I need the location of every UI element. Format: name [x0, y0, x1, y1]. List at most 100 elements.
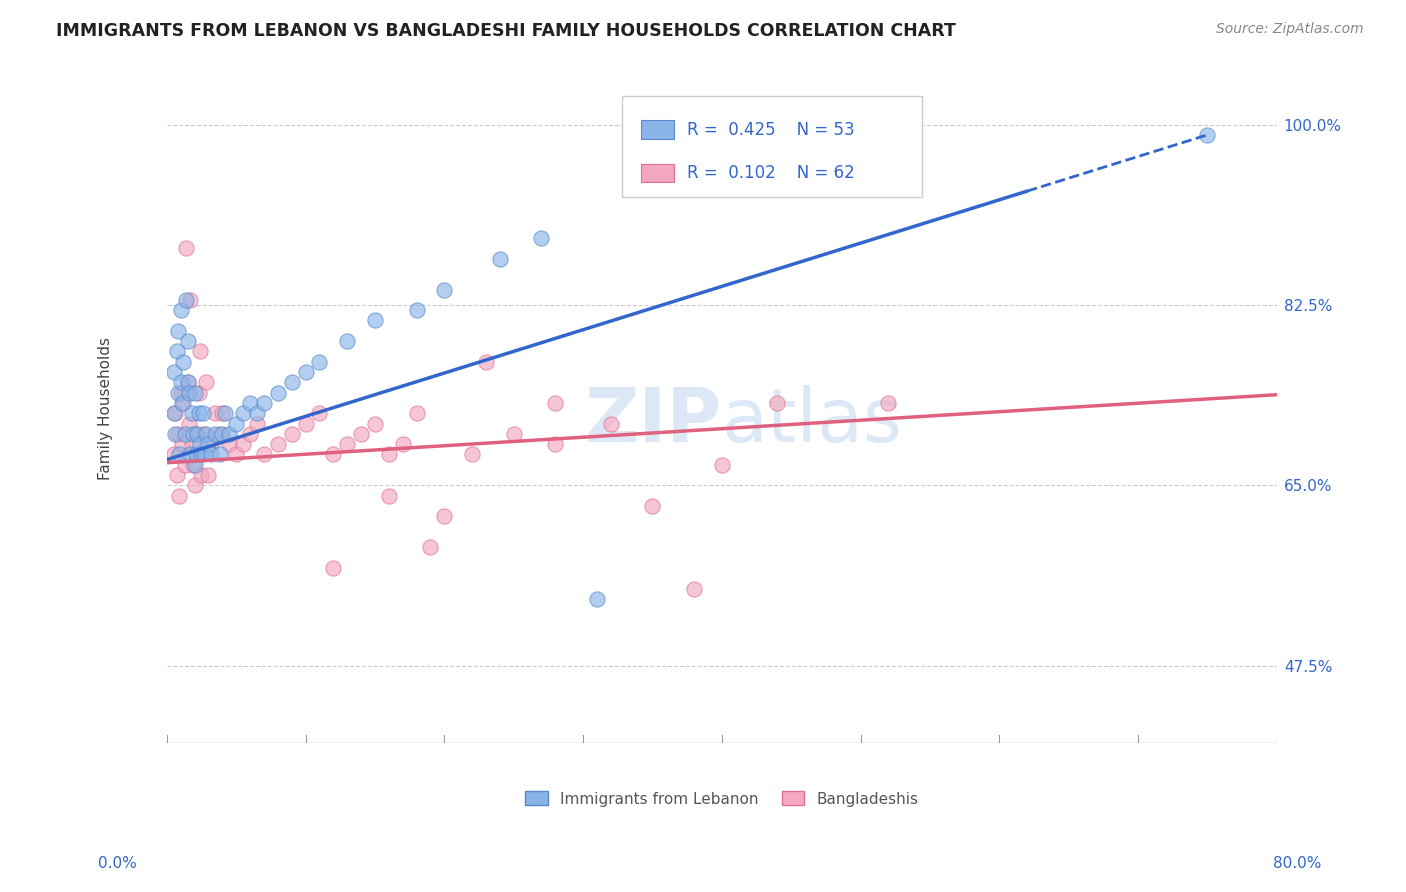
- Point: [208, 426, 231, 441]
- FancyBboxPatch shape: [641, 163, 673, 182]
- Point: [586, 591, 609, 606]
- Point: [181, 458, 204, 472]
- Point: [188, 437, 211, 451]
- Point: [1197, 128, 1219, 142]
- Point: [322, 448, 344, 462]
- Text: R =  0.425    N = 53: R = 0.425 N = 53: [688, 120, 855, 139]
- Point: [194, 376, 217, 390]
- Text: ZIP: ZIP: [585, 385, 721, 458]
- FancyBboxPatch shape: [621, 96, 921, 197]
- Point: [267, 437, 290, 451]
- Point: [169, 385, 191, 400]
- Point: [294, 417, 316, 431]
- Point: [187, 406, 209, 420]
- Point: [253, 448, 276, 462]
- Point: [530, 231, 553, 245]
- Point: [172, 354, 194, 368]
- Point: [176, 334, 198, 348]
- Point: [169, 489, 191, 503]
- Point: [225, 448, 247, 462]
- Point: [218, 437, 240, 451]
- Point: [488, 252, 510, 266]
- Point: [322, 561, 344, 575]
- Point: [197, 468, 219, 483]
- Point: [211, 426, 233, 441]
- Point: [188, 344, 211, 359]
- Point: [544, 437, 567, 451]
- Point: [419, 541, 441, 555]
- Point: [253, 396, 276, 410]
- Point: [173, 426, 195, 441]
- Point: [246, 417, 269, 431]
- Point: [336, 334, 359, 348]
- Point: [350, 426, 373, 441]
- Point: [179, 448, 201, 462]
- Point: [433, 509, 456, 524]
- Text: Source: ZipAtlas.com: Source: ZipAtlas.com: [1216, 22, 1364, 37]
- Point: [218, 426, 240, 441]
- Point: [186, 448, 208, 462]
- Point: [166, 468, 188, 483]
- Point: [336, 437, 359, 451]
- Point: [200, 448, 222, 462]
- Point: [308, 406, 330, 420]
- Point: [308, 354, 330, 368]
- Point: [641, 499, 664, 513]
- Point: [179, 293, 201, 307]
- Point: [193, 448, 215, 462]
- Point: [183, 458, 205, 472]
- Text: R =  0.102    N = 62: R = 0.102 N = 62: [688, 164, 855, 182]
- Point: [167, 324, 190, 338]
- Point: [877, 396, 900, 410]
- Point: [364, 313, 387, 327]
- Point: [180, 406, 202, 420]
- Point: [163, 406, 186, 420]
- Point: [169, 376, 191, 390]
- Point: [378, 448, 401, 462]
- Point: [294, 365, 316, 379]
- Point: [232, 437, 254, 451]
- Point: [165, 426, 187, 441]
- Point: [391, 437, 413, 451]
- Point: [167, 426, 190, 441]
- Point: [835, 756, 858, 771]
- Point: [183, 385, 205, 400]
- Point: [190, 468, 212, 483]
- Point: [181, 426, 204, 441]
- Point: [246, 406, 269, 420]
- Point: [173, 458, 195, 472]
- Point: [170, 396, 193, 410]
- Point: [176, 376, 198, 390]
- Point: [405, 303, 427, 318]
- Point: [378, 819, 401, 833]
- Point: [710, 458, 733, 472]
- Point: [169, 303, 191, 318]
- Point: [176, 376, 198, 390]
- Point: [177, 417, 200, 431]
- Point: [166, 344, 188, 359]
- Point: [184, 448, 207, 462]
- Point: [280, 376, 302, 390]
- Point: [174, 293, 197, 307]
- Point: [766, 396, 789, 410]
- Point: [204, 426, 226, 441]
- Text: IMMIGRANTS FROM LEBANON VS BANGLADESHI FAMILY HOUSEHOLDS CORRELATION CHART: IMMIGRANTS FROM LEBANON VS BANGLADESHI F…: [56, 22, 956, 40]
- Point: [174, 241, 197, 255]
- Point: [267, 385, 290, 400]
- Point: [475, 354, 498, 368]
- Text: 0.0%: 0.0%: [98, 856, 138, 871]
- Point: [225, 417, 247, 431]
- Point: [211, 406, 233, 420]
- Point: [165, 406, 187, 420]
- Point: [180, 437, 202, 451]
- Point: [177, 385, 200, 400]
- Point: [170, 437, 193, 451]
- Point: [433, 283, 456, 297]
- Point: [239, 396, 262, 410]
- Point: [405, 406, 427, 420]
- Text: atlas: atlas: [721, 385, 903, 458]
- Point: [163, 365, 186, 379]
- Point: [187, 385, 209, 400]
- Point: [167, 385, 190, 400]
- Point: [183, 478, 205, 492]
